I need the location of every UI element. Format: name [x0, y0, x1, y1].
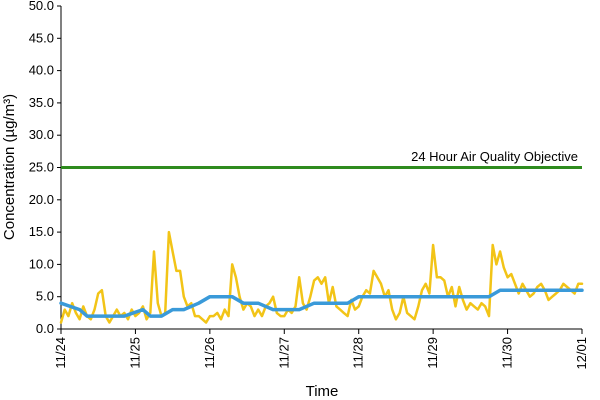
x-tick-label: 11/30: [500, 337, 515, 369]
y-tick-label: 0.0: [36, 321, 54, 336]
y-tick-label: 35.0: [29, 95, 54, 110]
y-axis-title: Concentration (µg/m³): [1, 94, 18, 240]
y-tick-label: 15.0: [29, 224, 54, 239]
y-tick-label: 45.0: [29, 30, 54, 45]
y-tick-label: 10.0: [29, 256, 54, 271]
x-axis-title: Time: [306, 383, 339, 400]
y-tick-label: 20.0: [29, 192, 54, 207]
series-line-1: [59, 230, 584, 324]
x-tick-label: 11/26: [202, 337, 217, 369]
x-tick-label: 12/01: [574, 337, 589, 370]
x-tick-label: 11/27: [276, 337, 291, 369]
y-tick-label: 25.0: [29, 160, 54, 175]
y-tick-label: 40.0: [29, 63, 54, 78]
x-tick-label: 11/28: [351, 337, 366, 369]
x-tick-label: 11/24: [53, 337, 68, 369]
y-tick-label: 5.0: [36, 289, 54, 304]
series-line-2: [59, 288, 584, 318]
y-tick-label: 30.0: [29, 127, 54, 142]
x-tick-label: 11/29: [425, 337, 440, 369]
y-tick-label: 50.0: [29, 0, 54, 13]
x-tick-label: 11/25: [127, 337, 142, 369]
objective-label: 24 Hour Air Quality Objective: [411, 149, 578, 164]
